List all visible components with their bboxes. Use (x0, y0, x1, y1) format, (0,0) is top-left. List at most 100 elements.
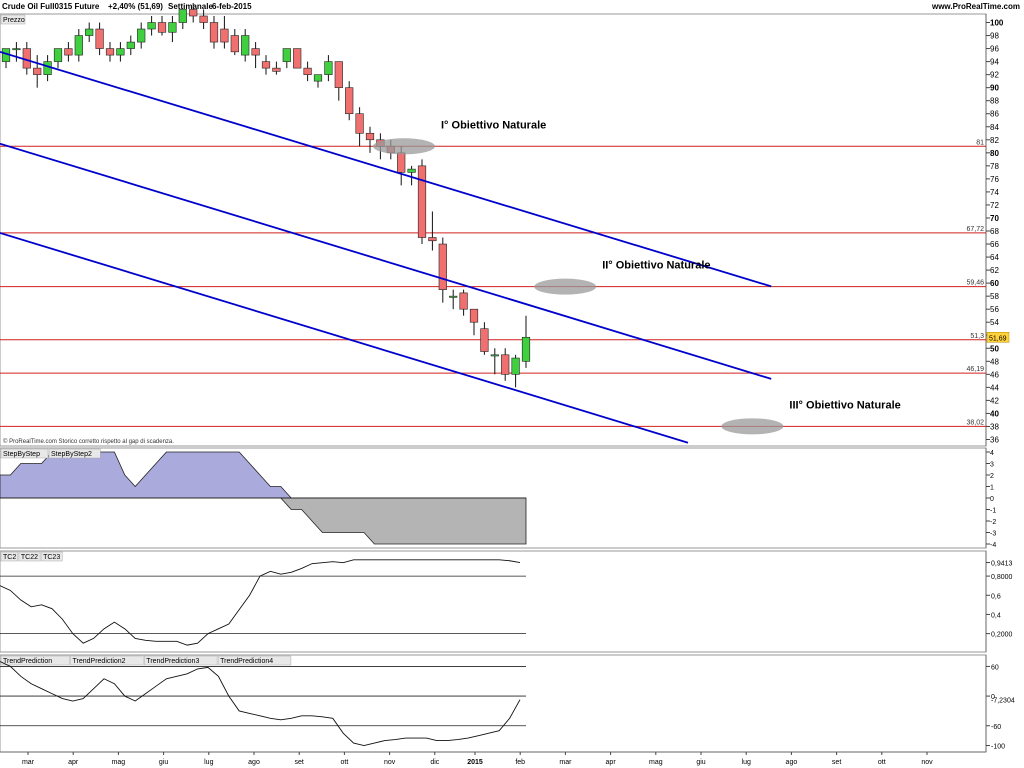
period-label: Settimanale (168, 2, 213, 11)
y-tick-label: 82 (990, 136, 999, 145)
channel-line (0, 142, 772, 380)
last-price-label: 51,69 (989, 335, 1007, 342)
candle (428, 237, 437, 242)
candle (501, 354, 510, 375)
x-tick-label: nov (921, 759, 933, 766)
y-tick-label: 0,6 (991, 593, 1001, 600)
y-tick-label: 80 (990, 149, 999, 158)
stepbystep-tag-box (0, 448, 49, 459)
y-tick-label: 66 (990, 240, 999, 249)
site-label: www.ProRealTime.com (931, 2, 1020, 11)
tc-tag-box (0, 551, 19, 562)
stepbystep-tag-box (48, 448, 101, 459)
candle (324, 61, 333, 75)
y-tick-label: 70 (990, 214, 999, 223)
candle (53, 48, 63, 62)
candle (397, 152, 406, 173)
tp-last-value: -7,2304 (991, 698, 1015, 705)
candle (459, 292, 468, 310)
y-tick-label: 56 (990, 305, 999, 314)
candle (293, 48, 302, 69)
y-tick-label: 0 (990, 496, 994, 503)
candle (355, 113, 364, 134)
candle (407, 168, 416, 173)
panel-frame (0, 654, 987, 753)
y-tick-label: 40 (990, 409, 999, 418)
target-ellipse (373, 138, 435, 155)
y-tick-label: 48 (990, 357, 999, 366)
x-tick-label: set (832, 759, 841, 766)
y-tick-label: 96 (990, 45, 999, 54)
candle (261, 61, 271, 69)
candle (199, 15, 208, 23)
x-tick-label: lug (204, 759, 213, 766)
tp-line (0, 661, 521, 746)
channel-line (0, 232, 689, 444)
y-tick-label: 0,9413 (991, 561, 1013, 568)
trendprediction-tag: TrendPrediction3 (146, 658, 199, 665)
y-tick-label: 0,4 (991, 612, 1001, 619)
candle (105, 48, 115, 56)
x-tick-label: apr (606, 759, 617, 766)
price-level-label: 38,02 (966, 419, 984, 426)
x-tick-label: 2015 (467, 759, 483, 766)
y-tick-label: 54 (990, 318, 999, 327)
x-tick-label: set (295, 759, 304, 766)
candle (417, 165, 427, 238)
candle (116, 48, 125, 56)
tc-line (0, 559, 521, 646)
candle (33, 67, 42, 75)
y-tick-label: 72 (990, 201, 999, 210)
candle (209, 22, 219, 43)
candle (168, 22, 177, 33)
x-tick-label: ago (248, 759, 260, 766)
y-tick-label: 60 (991, 664, 999, 671)
candle (521, 336, 531, 362)
tc-tag: TC2 (3, 554, 16, 561)
y-tick-label: 64 (990, 253, 999, 262)
y-tick-label: 60 (990, 279, 999, 288)
trendprediction-tag-box (0, 655, 70, 666)
y-tick-label: 100 (990, 19, 1004, 28)
y-tick-label: 74 (990, 188, 999, 197)
price-level-label: 46,19 (966, 366, 984, 373)
y-tick-label: 2 (990, 473, 994, 480)
tc-tag: TC23 (43, 554, 60, 561)
y-tick-label: -100 (991, 744, 1005, 751)
candle (157, 22, 167, 33)
y-tick-label: 38 (990, 422, 999, 431)
x-tick-label: lug (742, 759, 751, 766)
panel-frame (0, 13, 987, 447)
y-tick-label: 90 (990, 84, 999, 93)
candle (438, 243, 447, 290)
y-tick-label: 98 (990, 32, 999, 41)
candle (480, 328, 489, 352)
y-tick-label: 0 (991, 694, 995, 701)
x-tick-label: mar (559, 759, 572, 766)
channel-line (0, 50, 772, 288)
stepbystep-tag: StepByStep2 (51, 451, 92, 458)
y-tick-label: 58 (990, 292, 999, 301)
y-tick-label: 68 (990, 227, 999, 236)
y-tick-label: -3 (990, 531, 996, 538)
y-tick-label: 88 (990, 97, 999, 106)
candle (85, 28, 94, 36)
candle (511, 357, 520, 375)
candle (43, 61, 52, 75)
candle (313, 74, 323, 82)
candle (64, 48, 73, 56)
price-level-label: 59,46 (966, 280, 984, 287)
candle (230, 35, 239, 53)
tc-tag: TC22 (21, 554, 38, 561)
x-tick-label: mag (112, 759, 126, 766)
x-tick-label: mar (22, 759, 35, 766)
y-tick-label: 4 (990, 450, 994, 457)
candle (95, 28, 104, 49)
trendprediction-tag: TrendPrediction (3, 658, 52, 665)
candle (365, 132, 375, 141)
y-tick-label: 86 (990, 110, 999, 119)
y-tick-label: 46 (990, 370, 999, 379)
instrument-title: Crude Oil Full0315 Future (2, 2, 100, 11)
price-level-label: 51,3 (970, 333, 984, 340)
